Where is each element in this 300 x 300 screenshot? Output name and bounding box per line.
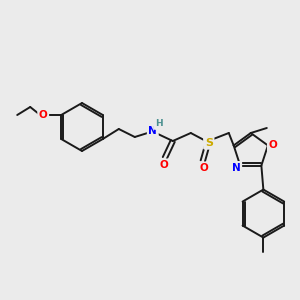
Text: O: O	[159, 160, 168, 170]
Text: S: S	[205, 138, 213, 148]
Text: O: O	[39, 110, 48, 120]
Text: N: N	[148, 126, 157, 136]
Text: H: H	[155, 119, 163, 128]
Text: O: O	[268, 140, 277, 150]
Text: O: O	[200, 163, 208, 173]
Text: N: N	[232, 163, 241, 172]
